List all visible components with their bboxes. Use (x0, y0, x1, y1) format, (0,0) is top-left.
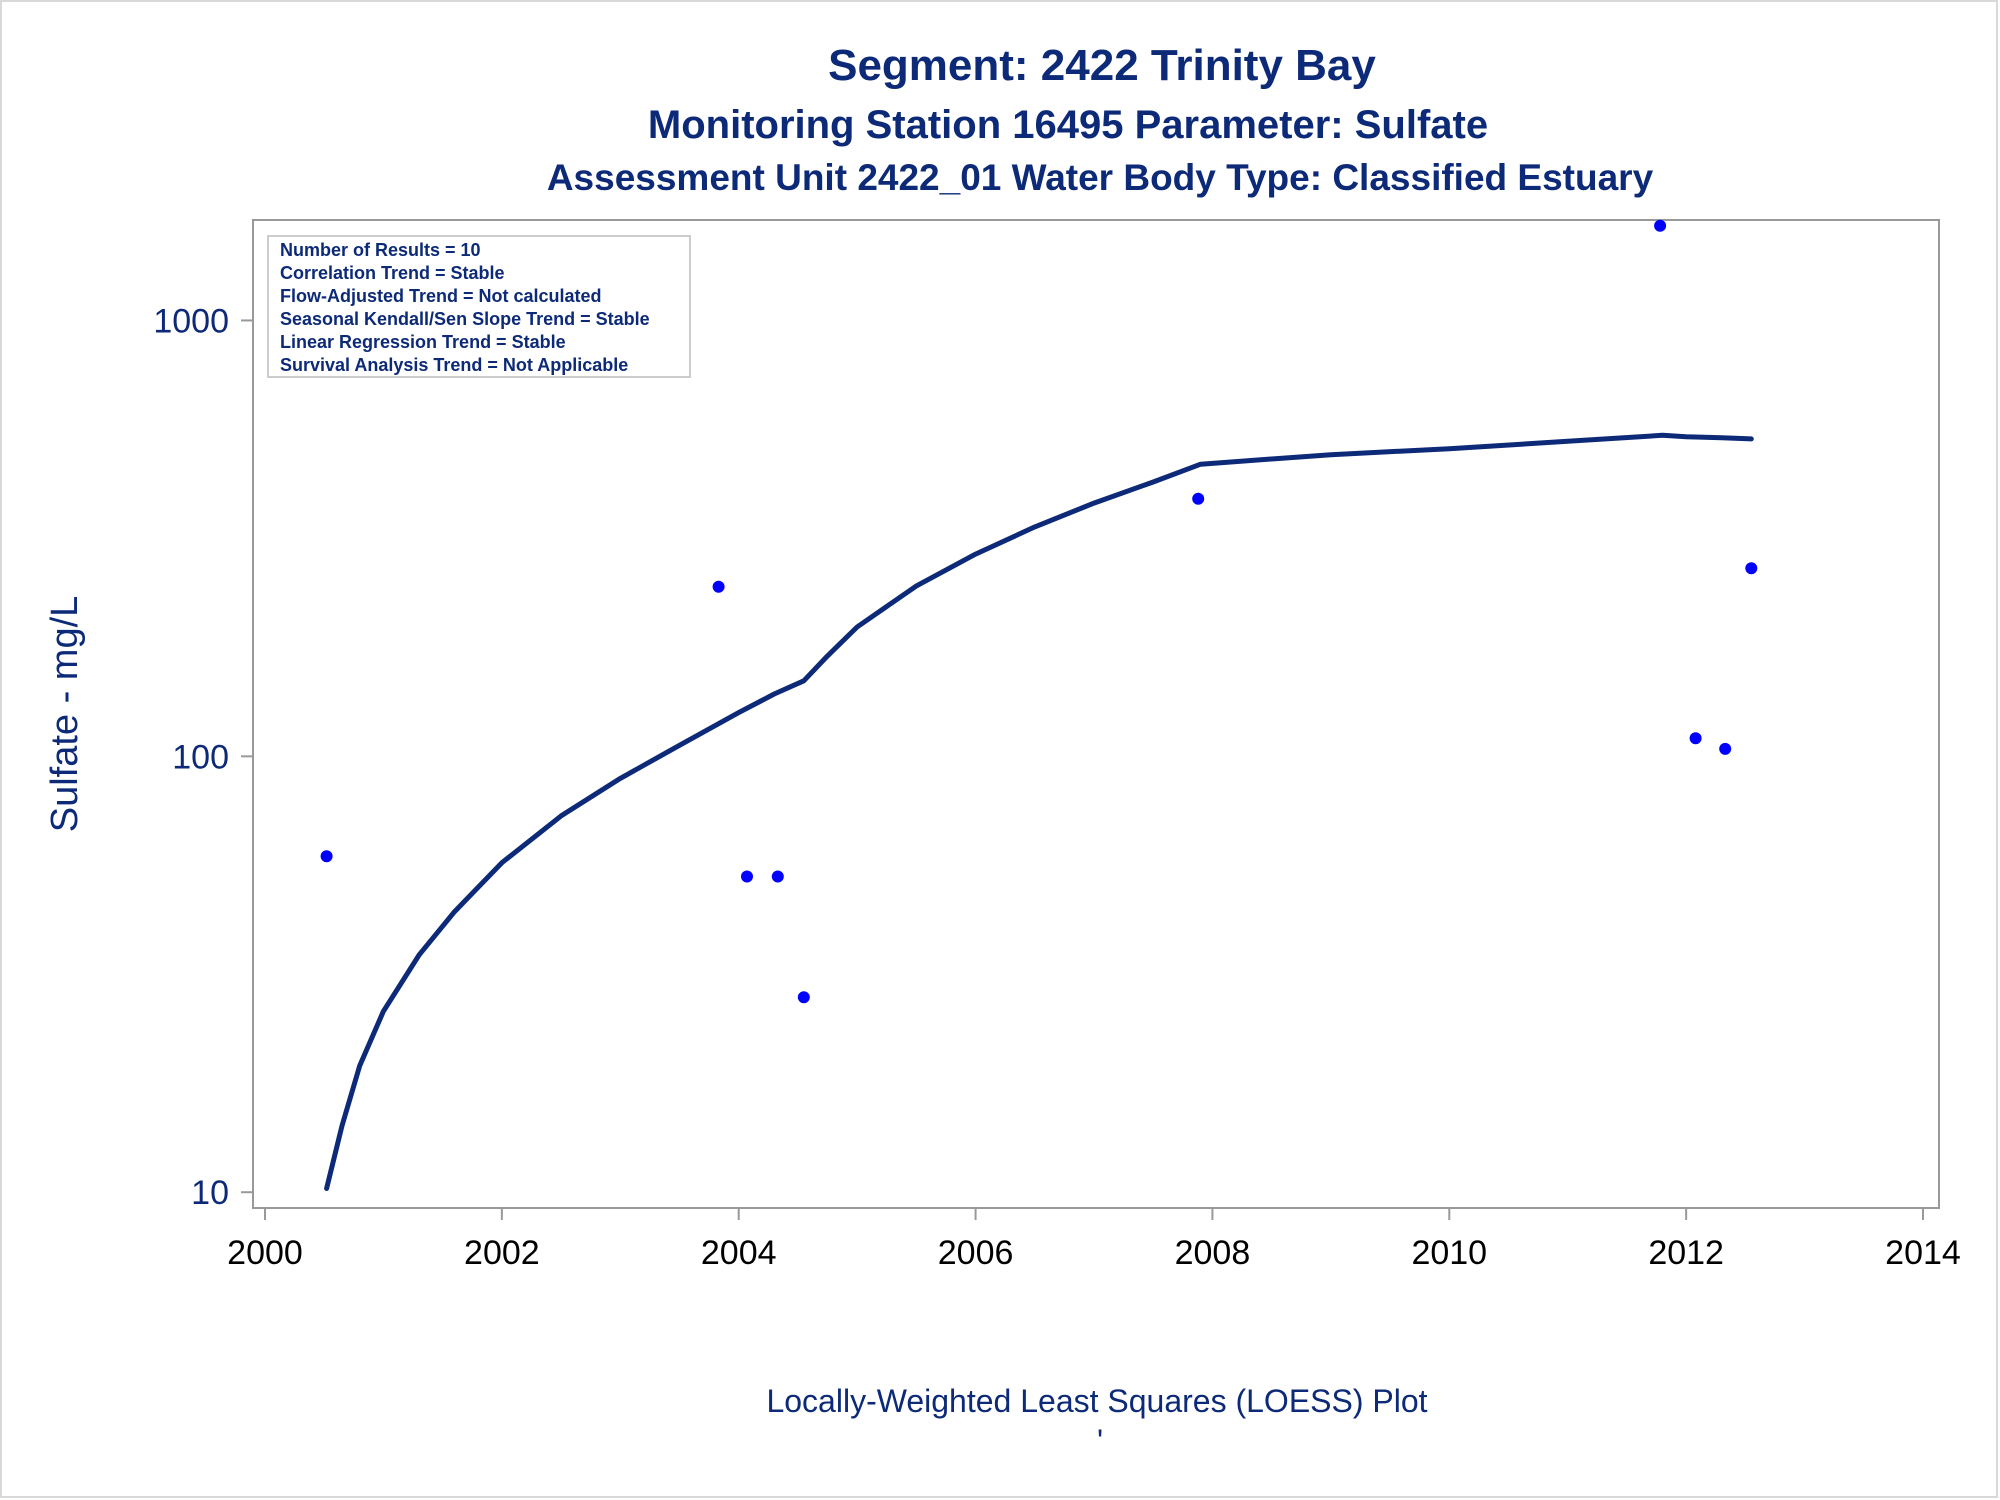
stats-line: Seasonal Kendall/Sen Slope Trend = Stabl… (280, 309, 650, 329)
data-point (1745, 562, 1758, 575)
data-point (1689, 732, 1702, 745)
y-tick-label: 1000 (153, 302, 229, 340)
y-axis-label: Sulfate - mg/L (44, 596, 86, 833)
data-point (741, 870, 753, 883)
y-tick-label: 100 (172, 738, 229, 776)
data-point (712, 580, 725, 593)
stats-box-border (267, 235, 691, 378)
x-tick-label: 2012 (1648, 1234, 1724, 1272)
trend-stats-box: Number of Results = 10 Correlation Trend … (267, 235, 691, 378)
chart-title-line2: Monitoring Station 16495 Parameter: Sulf… (648, 103, 1488, 147)
data-points (320, 219, 1758, 1004)
chart-title-line1: Segment: 2422 Trinity Bay (828, 41, 1376, 90)
stats-line: Survival Analysis Trend = Not Applicable (280, 355, 628, 375)
footer-mark: ' (1097, 1423, 1103, 1459)
y-tick-label: 10 (191, 1174, 229, 1212)
stats-line: Number of Results = 10 (280, 240, 481, 260)
loess-curve (324, 432, 1754, 1191)
y-axis: 10 100 1000 (153, 302, 253, 1212)
chart-title-line3: Assessment Unit 2422_01 Water Body Type:… (547, 157, 1654, 198)
x-tick-label: 2008 (1175, 1234, 1251, 1272)
x-tick-label: 2004 (701, 1234, 777, 1272)
x-tick-label: 2000 (227, 1234, 303, 1272)
x-tick-label: 2014 (1885, 1234, 1961, 1272)
data-point (1192, 492, 1205, 505)
data-point (1654, 219, 1667, 232)
footer-label: Locally-Weighted Least Squares (LOESS) P… (766, 1383, 1427, 1419)
data-point (1719, 742, 1732, 755)
data-point (771, 870, 784, 883)
data-point (320, 850, 333, 863)
stats-line: Correlation Trend = Stable (280, 263, 505, 283)
x-tick-label: 2002 (464, 1234, 540, 1272)
plot-area (252, 219, 1940, 1209)
x-tick-label: 2010 (1411, 1234, 1487, 1272)
stats-line: Flow-Adjusted Trend = Not calculated (280, 286, 602, 306)
x-axis: 2000 2002 2004 2006 2008 2010 2012 2014 (227, 1208, 1961, 1272)
x-tick-label: 2006 (938, 1234, 1014, 1272)
data-point (797, 991, 810, 1004)
stats-line: Linear Regression Trend = Stable (280, 332, 566, 352)
